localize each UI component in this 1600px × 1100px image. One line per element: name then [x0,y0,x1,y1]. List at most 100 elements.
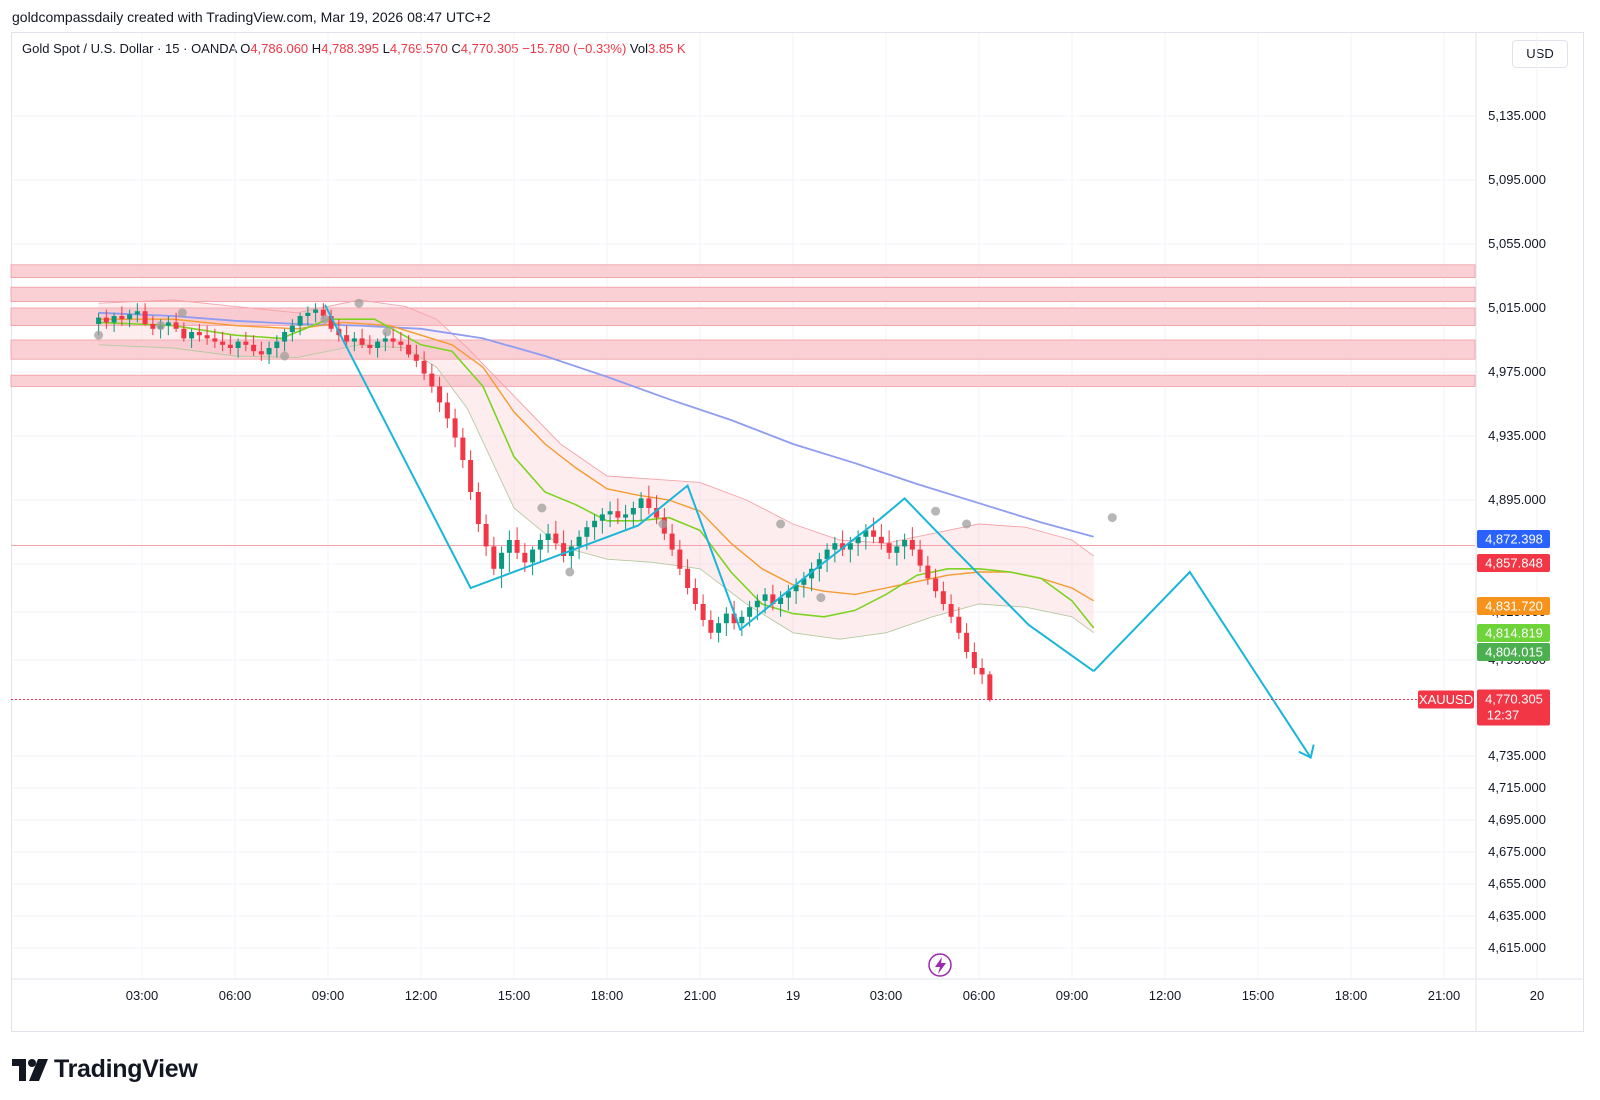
time-tick-label: 06:00 [963,988,996,1003]
candle-body [344,335,350,342]
symbol-name[interactable]: Gold Spot / U.S. Dollar · 15 · OANDA [22,41,237,56]
candle-body [220,341,226,345]
price-tag-label: 4,814.819 [1485,626,1543,641]
candle-body [506,540,512,553]
candle-body [576,536,582,547]
price-tag-label: 4,872.398 [1485,532,1543,547]
candle-body [142,311,148,324]
candle-body [708,620,714,633]
candle-body [491,546,497,569]
price-tick-label: 4,735.000 [1488,748,1546,763]
symbol-tag-box [1418,690,1474,709]
candle-body [925,565,931,579]
candle-body [103,317,109,323]
price-tag-label: 4,831.720 [1485,599,1543,614]
change-value: −15.780 (−0.33%) [522,41,627,56]
time-tick-label: 03:00 [126,988,159,1003]
candle-body [251,344,257,352]
candle-body [514,540,520,553]
low-value: 4,769.570 [389,41,448,56]
price-tick-label: 4,935.000 [1488,428,1546,443]
price-tag-box [1477,554,1550,572]
pivot-marker [816,593,826,603]
price-tag-label: 4,804.015 [1485,645,1543,660]
tradingview-logo[interactable]: TradingView [12,1055,198,1084]
candle-body [615,511,621,518]
price-tag-label: 4,857.848 [1485,556,1543,571]
pivot-marker [354,298,364,308]
resistance-zone [10,264,1476,278]
candle-body [871,530,877,537]
tradingview-logo-text: TradingView [54,1055,198,1083]
candle-body [677,549,683,569]
pivot-marker [537,503,547,513]
candle-body [778,597,784,604]
time-tick-label: 15:00 [498,988,531,1003]
sma-200-line [98,311,1094,538]
candle-body [700,604,706,620]
last-price-tag-box [1477,689,1550,726]
price-tick-label: 5,135.000 [1488,108,1546,123]
close-value: 4,770.305 [460,41,519,56]
time-tick-label: 21:00 [684,988,717,1003]
time-tick-label: 20 [1530,988,1544,1003]
time-tick-label: 19 [786,988,800,1003]
candle-body [731,613,737,624]
candle-body [522,552,528,563]
candle-body [692,588,698,604]
candle-body [165,322,171,326]
candle-body [150,324,156,329]
candle-body [654,508,660,518]
candle-body [592,520,598,528]
candle-body [902,540,908,547]
time-tick-label: 18:00 [591,988,624,1003]
candle-body [754,600,760,608]
candle-body [623,514,629,518]
chart-credit: goldcompassdaily created with TradingVie… [12,9,491,25]
candle-body [638,498,644,508]
candle-body [855,536,861,544]
candle-body [832,543,838,550]
low-label: L [382,41,390,56]
time-tick-label: 09:00 [1056,988,1089,1003]
close-label: C [451,41,461,56]
candle-body [987,674,993,700]
candle-body [134,311,140,315]
candle-body [313,309,319,313]
candle-body [816,559,822,569]
candle-body [607,511,613,515]
price-tick-label: 5,015.000 [1488,300,1546,315]
time-tick-label: 09:00 [312,988,345,1003]
lightning-icon-bolt [935,957,946,974]
pivot-marker [1107,513,1117,523]
price-tag-box [1477,597,1550,615]
candle-body [964,632,970,652]
tradingview-logo-icon [12,1058,48,1081]
candle-body [189,332,195,339]
price-tick-label: 4,895.000 [1488,492,1546,507]
candle-body [747,607,753,617]
candle-body [483,524,489,547]
resistance-zone [10,286,1476,303]
price-tick-label: 4,615.000 [1488,940,1546,955]
pivot-marker [94,330,104,340]
candle-body [204,335,210,339]
price-tag-box [1477,624,1550,642]
chart-frame [11,32,1584,1032]
candle-body [669,533,675,550]
candle-body [646,498,652,508]
candle-body [685,568,691,588]
currency-button[interactable]: USD [1512,40,1568,68]
candle-body [359,338,365,345]
candle-body [444,402,450,419]
candle-body [258,351,264,355]
pivot-marker [931,506,941,516]
volatility-band-fill [98,300,1094,640]
candle-body [793,584,799,592]
price-tick-label: 5,095.000 [1488,172,1546,187]
pivot-marker [382,327,392,337]
candle-body [545,533,551,540]
candle-body [863,530,869,537]
candle-body [537,540,543,550]
